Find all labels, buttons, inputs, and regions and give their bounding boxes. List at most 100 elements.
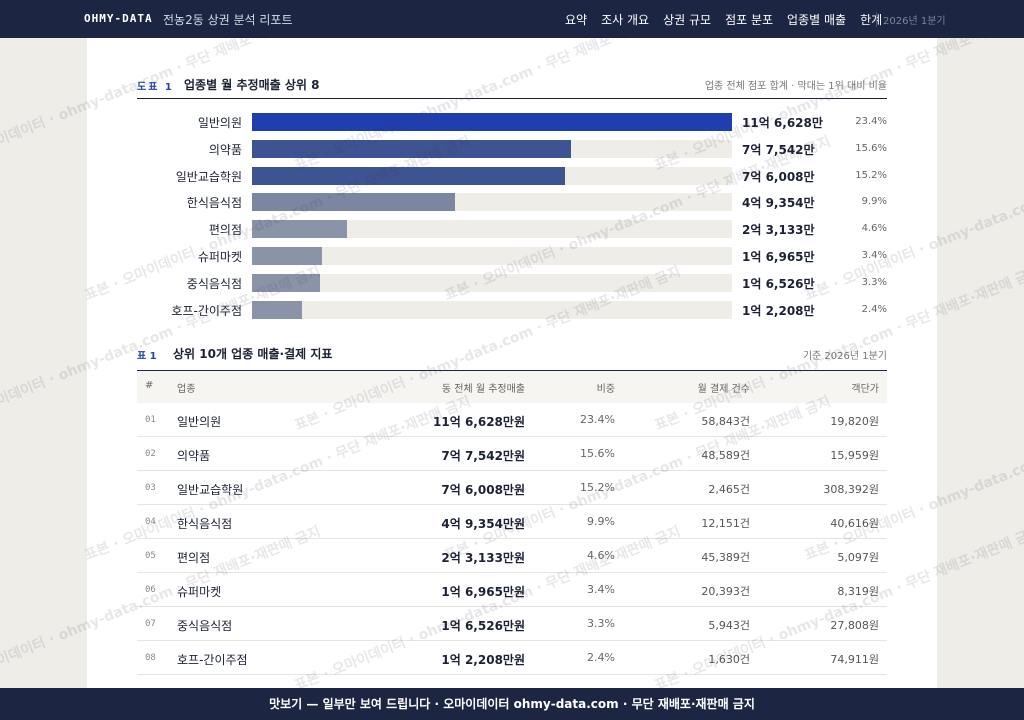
- bar-share: 9.9%: [861, 196, 887, 208]
- table-cell: 9.9%: [587, 515, 615, 528]
- table-cell: 한식음식점: [177, 517, 233, 531]
- row-rule: [137, 674, 887, 675]
- table-cell: 06: [145, 585, 156, 595]
- bar-share: 23.4%: [855, 116, 887, 127]
- top-bar: OHMY-DATA 전농2동 상권 분석 리포트 요약 조사 개요 상권 규모 점포 …: [0, 0, 1024, 38]
- column-header: 월 결제 건수: [697, 384, 750, 395]
- bar: [252, 300, 303, 319]
- brand[interactable]: OHMY-DATA: [84, 12, 153, 25]
- nav-link[interactable]: 점포 분포: [725, 13, 774, 27]
- table-cell: 48,589건: [701, 449, 750, 462]
- row-rule: [137, 538, 887, 539]
- table-cell: 23.4%: [580, 413, 615, 426]
- figure-note: 업종 전체 점포 합계 · 막대는 1위 대비 비율: [704, 81, 887, 92]
- table-cell: 1억 6,965만원: [441, 585, 525, 599]
- table-cell: 05: [145, 551, 156, 561]
- table-label: 표 1: [137, 351, 157, 362]
- row-rule: [137, 572, 887, 573]
- bar-share: 15.2%: [855, 169, 887, 181]
- column-header: 동 전체 월 추정매출: [441, 384, 525, 395]
- bar-label: 일반교습학원: [175, 169, 242, 184]
- row-rule: [137, 470, 887, 471]
- table-cell: 15,959원: [830, 449, 879, 462]
- bar-label: 호프-간이주점: [171, 303, 242, 318]
- bar-track: [252, 273, 732, 292]
- table-cell: 슈퍼마켓: [177, 585, 222, 599]
- table-head-bg: [137, 370, 887, 403]
- bar-track: [252, 300, 732, 319]
- table-cell: 호프-간이주점: [177, 653, 248, 667]
- table-cell: 04: [145, 517, 156, 527]
- table-cell: 03: [145, 483, 156, 493]
- bar-share: 3.3%: [861, 276, 887, 288]
- table-cell: 4.6%: [587, 549, 615, 562]
- bar-value: 11억 6,628만: [742, 116, 823, 130]
- table-cell: 20,393건: [701, 585, 750, 598]
- table-cell: 5,943건: [708, 619, 750, 632]
- table-cell: 중식음식점: [177, 619, 233, 633]
- footer-banner: 맛보기 — 일부만 보여 드립니다 · 오마이데이터 ohmy-data.com…: [0, 688, 1024, 720]
- bar-value: 1억 6,965만: [742, 250, 815, 264]
- table-cell: 의약품: [177, 449, 211, 463]
- row-rule: [137, 606, 887, 607]
- bar: [252, 139, 572, 158]
- bar: [252, 247, 322, 265]
- table-cell: 19,820원: [830, 415, 879, 428]
- table-cell: 3.4%: [587, 583, 615, 596]
- table-cell: 3.3%: [587, 617, 615, 630]
- bar-value: 1억 6,526만: [742, 276, 815, 291]
- bar-label: 슈퍼마켓: [197, 250, 242, 264]
- column-header: 객단가: [851, 384, 879, 395]
- bar-value: 7억 7,542만: [742, 142, 815, 157]
- table-cell: 2.4%: [587, 651, 615, 664]
- table-cell: 12,151건: [701, 517, 750, 530]
- table-cell: 1억 6,526만원: [441, 619, 525, 633]
- nav-link[interactable]: 업종별 매출: [787, 13, 847, 27]
- bar-label: 한식음식점: [186, 196, 242, 211]
- bar-label: 일반의원: [197, 116, 242, 130]
- table-cell: 8,319원: [837, 585, 879, 598]
- row-rule: [137, 436, 887, 437]
- nav: 요약 조사 개요 상권 규모 점포 분포 업종별 매출 한계: [565, 11, 882, 28]
- nav-link[interactable]: 요약: [565, 13, 588, 27]
- bar-track: [252, 220, 732, 239]
- table-cell: 11억 6,628만원: [433, 415, 525, 429]
- table-cell: 15.2%: [580, 481, 615, 494]
- table-cell: 01: [145, 415, 156, 425]
- table-note: 기준 2026년 1분기: [802, 351, 887, 362]
- figure-title: 업종별 월 추정매출 상위 8: [184, 78, 320, 92]
- bar-label: 중식음식점: [186, 276, 242, 291]
- bar-track: [252, 247, 732, 265]
- table-cell: 27,808원: [830, 619, 879, 632]
- bar-share: 15.6%: [855, 142, 887, 154]
- table-cell: 58,843건: [701, 415, 750, 428]
- bar-label: 편의점: [208, 223, 242, 238]
- table-cell: 7억 6,008만원: [441, 483, 525, 497]
- bar: [252, 220, 348, 239]
- bar-value: 2억 3,133만: [742, 223, 815, 238]
- column-header: #: [145, 380, 154, 391]
- table-cell: 편의점: [177, 551, 211, 565]
- table-cell: 4억 9,354만원: [441, 517, 525, 531]
- nav-link[interactable]: 상권 규모: [663, 13, 712, 27]
- bar: [252, 113, 732, 131]
- figure-label: 도표 1: [137, 82, 174, 93]
- table-cell: 15.6%: [580, 447, 615, 460]
- rule: [137, 98, 887, 99]
- bar-share: 2.4%: [861, 303, 887, 315]
- bar-value: 7억 6,008만: [742, 169, 815, 184]
- table-cell: 1억 2,208만원: [441, 653, 525, 667]
- table-cell: 일반의원: [177, 415, 222, 429]
- row-rule: [137, 640, 887, 641]
- nav-link[interactable]: 조사 개요: [601, 13, 650, 27]
- column-header: 비중: [596, 384, 615, 395]
- table-cell: 1,630건: [708, 653, 750, 666]
- table-cell: 2억 3,133만원: [441, 551, 525, 565]
- bar: [252, 273, 320, 292]
- table-cell: 45,389건: [701, 551, 750, 564]
- table-cell: 5,097원: [837, 551, 879, 564]
- table-title: 상위 10개 업종 매출·결제 지표: [173, 347, 333, 361]
- table-cell: 40,616원: [830, 517, 879, 530]
- table-cell: 08: [145, 653, 156, 663]
